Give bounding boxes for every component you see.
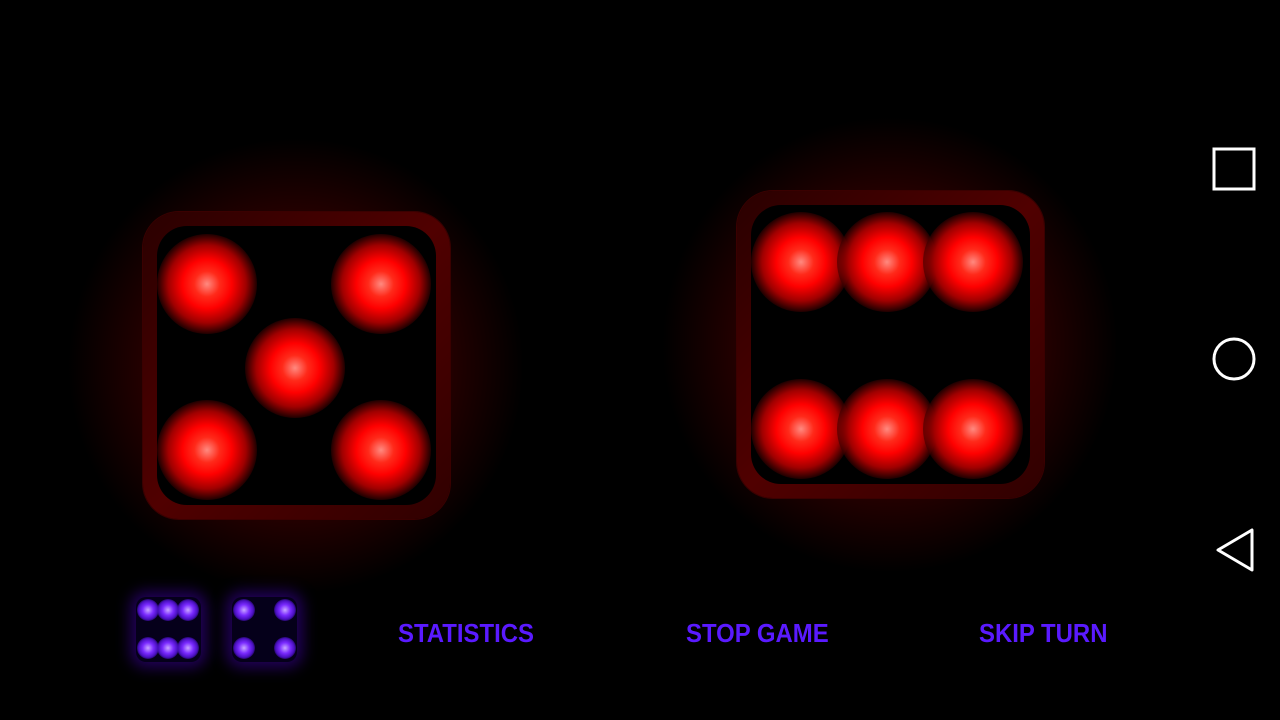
die-2[interactable] — [737, 191, 1044, 498]
pip — [157, 400, 257, 500]
stop-game-button[interactable]: STOP GAME — [686, 618, 829, 648]
mini-die-1 — [136, 597, 201, 662]
pip — [837, 212, 937, 312]
pip — [157, 234, 257, 334]
pip — [751, 212, 851, 312]
mini-die-2 — [232, 597, 297, 662]
mini-pip — [157, 599, 179, 621]
pip — [923, 379, 1023, 479]
pip — [331, 234, 431, 334]
die-face — [157, 226, 436, 505]
mini-pip — [177, 599, 199, 621]
back-triangle-icon[interactable] — [1210, 526, 1258, 574]
pip — [923, 212, 1023, 312]
mini-pip — [274, 637, 296, 659]
die-1[interactable] — [143, 212, 450, 519]
home-circle-icon[interactable] — [1210, 335, 1258, 383]
recents-square-icon[interactable] — [1210, 145, 1258, 193]
mini-pip — [137, 637, 159, 659]
statistics-button[interactable]: STATISTICS — [398, 618, 534, 648]
pip — [751, 379, 851, 479]
mini-pip — [233, 637, 255, 659]
pip — [837, 379, 937, 479]
die-face — [751, 205, 1030, 484]
mini-pip — [137, 599, 159, 621]
mini-pip — [233, 599, 255, 621]
skip-turn-button[interactable]: SKIP TURN — [979, 618, 1108, 648]
mini-pip — [177, 637, 199, 659]
mini-pip — [157, 637, 179, 659]
mini-pip — [274, 599, 296, 621]
pip — [245, 318, 345, 418]
pip — [331, 400, 431, 500]
